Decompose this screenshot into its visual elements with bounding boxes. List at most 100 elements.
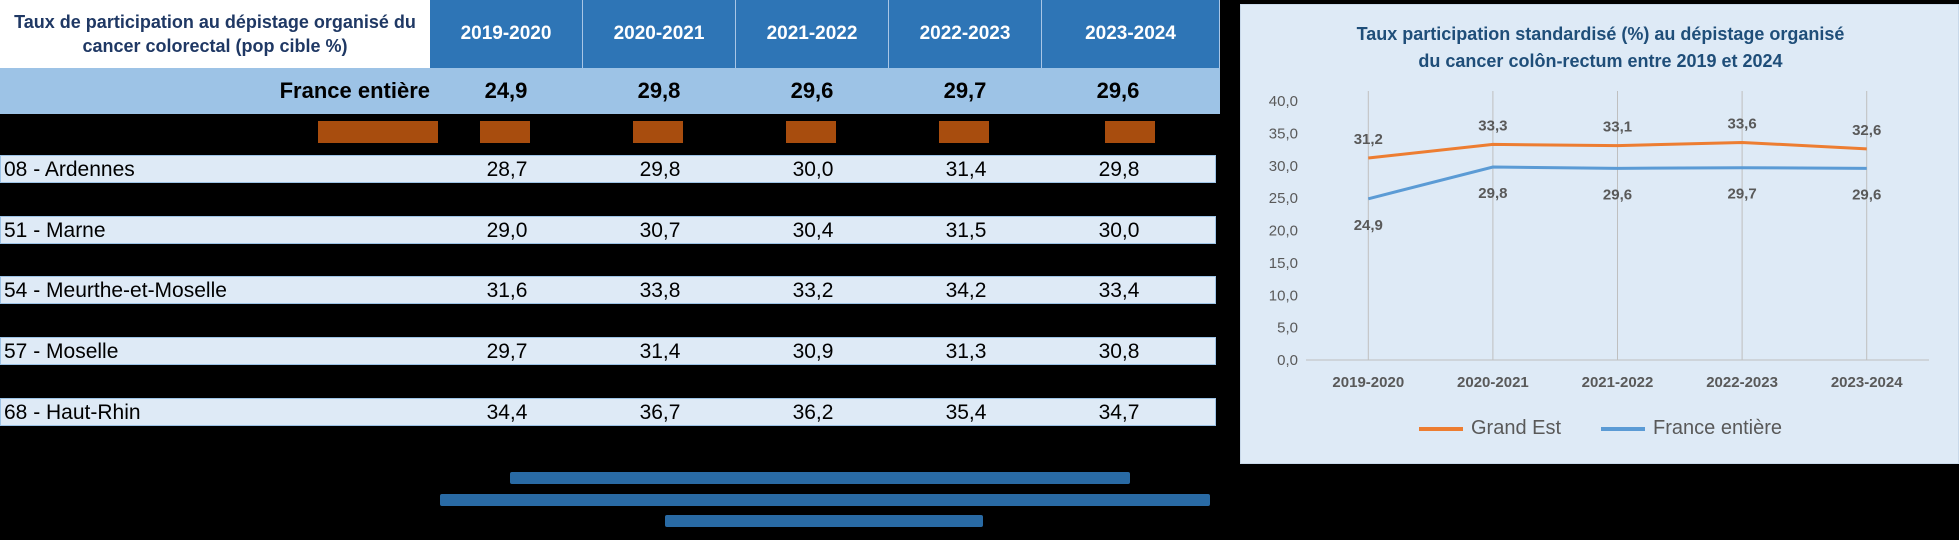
cell-value: 31,3 (945, 340, 987, 363)
redacted-cell (786, 121, 836, 143)
chart-title: Taux participation standardisé (%) au dé… (1241, 21, 1959, 75)
year-header: 2022-2023 (889, 0, 1042, 68)
data-table: Taux de participation au dépistage organ… (0, 0, 1220, 527)
row-label: 54 - Meurthe-et-Moselle (4, 279, 227, 302)
redacted-cell (1105, 121, 1155, 143)
cell-value: 29,6 (790, 78, 834, 103)
table-row: 08 - Ardennes 28,7 29,8 30,0 31,4 29,8 (0, 155, 1216, 183)
x-tick-label: 2020-2021 (1457, 374, 1529, 391)
cell-value: 30,7 (639, 219, 681, 242)
row-label: 68 - Haut-Rhin (4, 401, 141, 424)
data-label: 24,9 (1354, 217, 1383, 234)
cell-value: 29,8 (639, 158, 681, 181)
redacted-cell (480, 121, 530, 143)
redacted-cell (633, 121, 683, 143)
data-label: 33,1 (1603, 119, 1632, 136)
cell-value: 30,0 (792, 158, 834, 181)
cell-value: 34,7 (1098, 401, 1140, 424)
legend-label: Grand Est (1470, 417, 1562, 439)
row-label: 08 - Ardennes (4, 158, 135, 181)
series-line-france (1367, 165, 1867, 201)
cell-value: 36,7 (639, 401, 681, 424)
year-header: 2023-2024 (1042, 0, 1220, 68)
table-row: 51 - Marne 29,0 30,7 30,4 31,5 30,0 (0, 216, 1216, 244)
legend-swatch (1418, 426, 1463, 431)
row-label: France entière (279, 78, 430, 103)
data-label: 29,7 (1727, 186, 1756, 203)
cell-value: 33,2 (792, 279, 834, 302)
chart-legend: Grand Est France entière (1241, 417, 1959, 440)
table-row: 57 - Moselle 29,7 31,4 30,9 31,3 30,8 (0, 337, 1216, 365)
redacted-footnote (510, 472, 1130, 484)
year-header: 2020-2021 (583, 0, 736, 68)
cell-value: 30,9 (792, 340, 834, 363)
y-tick-label: 25,0 (1269, 190, 1298, 207)
cell-value: 34,4 (486, 401, 528, 424)
chart-title-line: Taux participation standardisé (%) au dé… (1356, 24, 1845, 44)
redacted-row (0, 310, 1216, 332)
cell-value: 31,4 (639, 340, 681, 363)
series-line-grand-est (1368, 140, 1867, 160)
y-tick-label: 30,0 (1269, 158, 1298, 175)
line-chart: 0,0 5,0 10,0 15,0 20,0 25,0 30,0 35,0 40,0 2019-2… (1269, 91, 1929, 391)
cell-value: 30,0 (1098, 219, 1140, 242)
y-tick-label: 15,0 (1269, 255, 1298, 272)
cell-value: 29,7 (486, 340, 528, 363)
y-tick-label: 20,0 (1269, 223, 1298, 240)
y-tick-label: 35,0 (1269, 125, 1298, 142)
x-tick-label: 2021-2022 (1582, 374, 1654, 391)
redacted-row (0, 248, 1216, 272)
row-label: 57 - Moselle (4, 340, 119, 363)
table-row: 54 - Meurthe-et-Moselle 31,6 33,8 33,2 3… (0, 276, 1216, 304)
france-row: France entière 24,9 29,8 29,6 29,7 29,6 (0, 68, 1220, 114)
data-label: 33,6 (1727, 115, 1756, 132)
y-tick-label: 0,0 (1277, 352, 1298, 369)
data-label: 29,6 (1852, 186, 1881, 203)
cell-value: 31,5 (945, 219, 987, 242)
cell-value: 31,4 (945, 158, 987, 181)
year-header: 2019-2020 (430, 0, 583, 68)
cell-value: 33,8 (639, 279, 681, 302)
y-tick-label: 5,0 (1277, 320, 1298, 337)
cell-value: 29,8 (1098, 158, 1140, 181)
cell-value: 30,8 (1098, 340, 1140, 363)
redacted-row (0, 190, 1216, 208)
table-row: 68 - Haut-Rhin 34,4 36,7 36,2 35,4 34,7 (0, 398, 1216, 426)
cell-value: 29,6 (1096, 78, 1140, 103)
cell-value: 36,2 (792, 401, 834, 424)
cell-value: 28,7 (486, 158, 528, 181)
redacted-row (0, 368, 1216, 392)
redacted-footnote (440, 494, 1210, 506)
cell-value: 29,7 (943, 78, 987, 103)
legend-swatch (1601, 426, 1646, 431)
x-tick-label: 2019-2020 (1332, 374, 1404, 391)
data-label: 29,8 (1478, 185, 1507, 202)
legend-item: Grand Est (1418, 417, 1562, 440)
chart-title-line: du cancer colôn-rectum entre 2019 et 202… (1418, 51, 1783, 71)
cell-value: 29,0 (486, 219, 528, 242)
data-label: 32,6 (1852, 122, 1881, 139)
cell-value: 34,2 (945, 279, 987, 302)
redacted-row (8, 120, 1213, 146)
y-tick-label: 10,0 (1269, 287, 1298, 304)
year-header: 2021-2022 (736, 0, 889, 68)
x-tick-label: 2023-2024 (1831, 374, 1903, 391)
cell-value: 24,9 (484, 78, 528, 103)
y-tick-label: 40,0 (1269, 93, 1298, 110)
row-label: 51 - Marne (4, 219, 106, 242)
legend-label: France entière (1653, 417, 1782, 439)
cell-value: 35,4 (945, 401, 987, 424)
redacted-cell (939, 121, 989, 143)
legend-item: France entière (1601, 417, 1782, 440)
cell-value: 33,4 (1098, 279, 1140, 302)
cell-value: 31,6 (486, 279, 528, 302)
cell-value: 29,8 (637, 78, 681, 103)
cell-value: 30,4 (792, 219, 834, 242)
redacted-label (318, 121, 438, 143)
data-label: 33,3 (1478, 117, 1507, 134)
data-label: 29,6 (1603, 186, 1632, 203)
data-label: 31,2 (1354, 131, 1383, 148)
chart-panel: Taux participation standardisé (%) au dé… (1240, 4, 1959, 464)
x-tick-label: 2022-2023 (1706, 374, 1778, 391)
table-title: Taux de participation au dépistage organ… (0, 0, 430, 68)
